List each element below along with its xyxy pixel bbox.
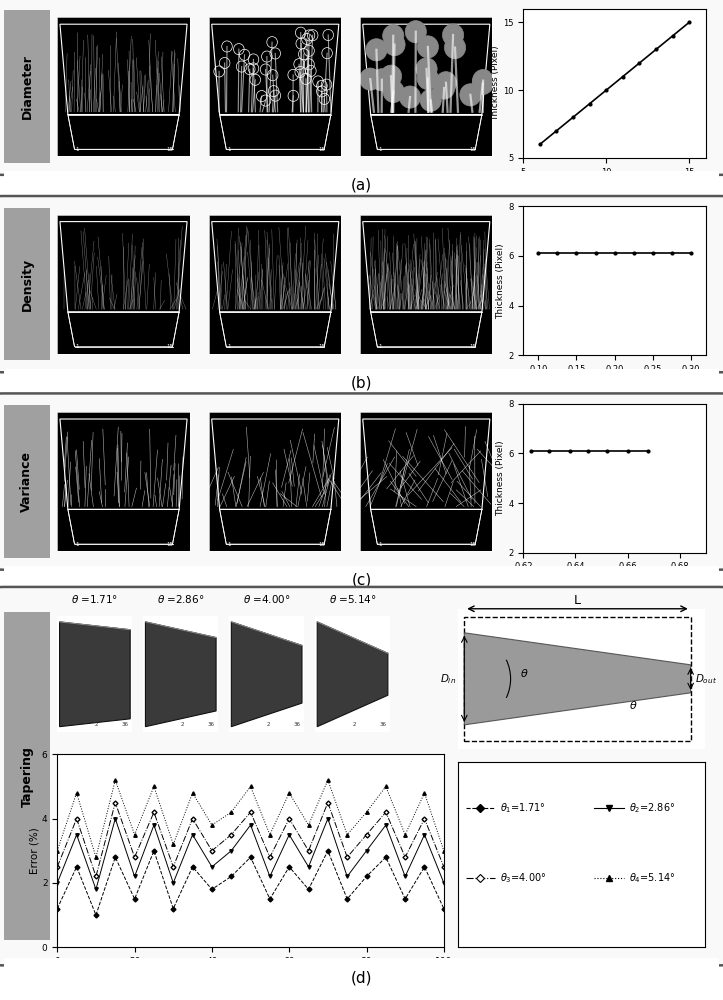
Text: $\theta$ =5.14°: $\theta$ =5.14° (329, 593, 377, 605)
FancyBboxPatch shape (0, 393, 723, 570)
FancyBboxPatch shape (0, 196, 723, 372)
Text: $\theta$ =1.71°: $\theta$ =1.71° (72, 593, 119, 605)
Text: (c): (c) (351, 573, 372, 588)
Text: (a): (a) (351, 178, 372, 193)
Text: $\theta$ =2.86°: $\theta$ =2.86° (157, 593, 205, 605)
FancyBboxPatch shape (0, 0, 723, 175)
Text: (d): (d) (351, 971, 372, 986)
Text: (b): (b) (351, 375, 372, 390)
Text: $\theta$ =4.00°: $\theta$ =4.00° (243, 593, 291, 605)
FancyBboxPatch shape (0, 587, 723, 965)
